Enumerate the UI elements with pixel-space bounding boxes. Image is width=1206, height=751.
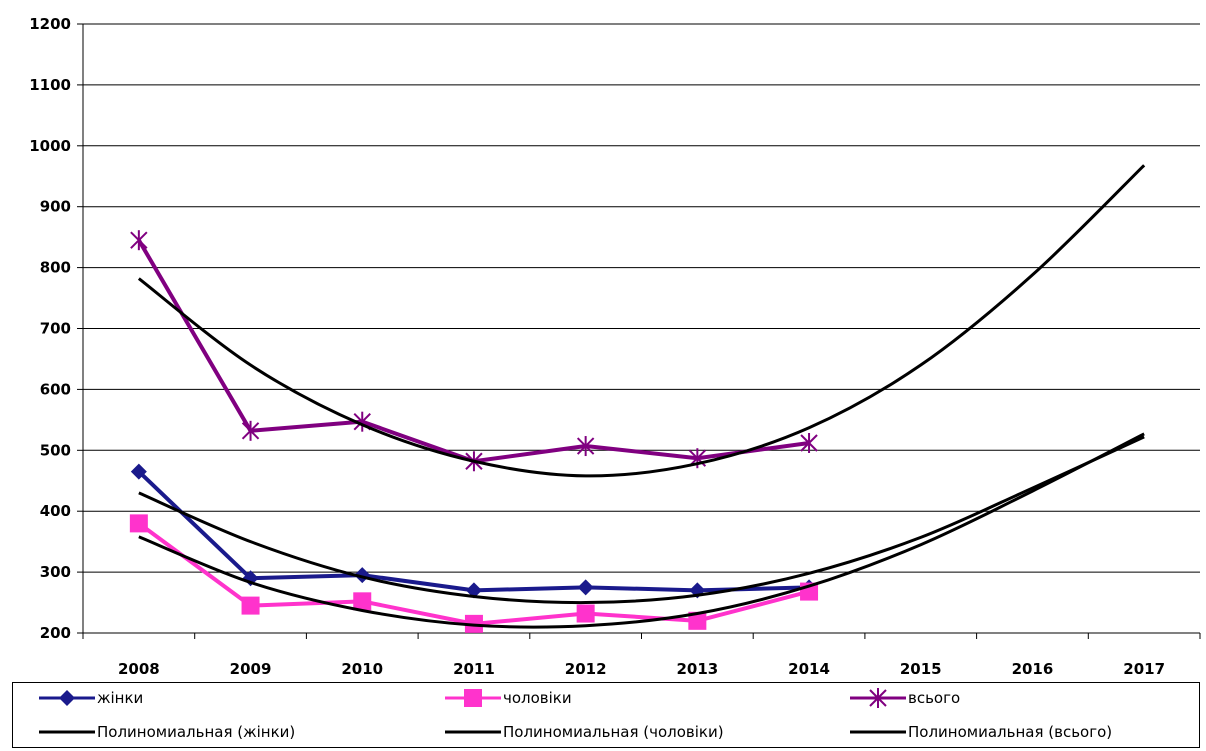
data-point: [576, 604, 595, 623]
data-point: [130, 230, 148, 251]
trendline: [138, 435, 1145, 605]
legend-item: чоловіки: [443, 687, 572, 709]
legend-label: чоловіки: [503, 689, 572, 707]
x-tick-label: 2011: [453, 660, 495, 678]
data-point: [465, 582, 482, 599]
legend-item: жінки: [37, 687, 143, 709]
series-line: [137, 239, 810, 464]
trendline: [137, 164, 1146, 478]
legend-marker: [59, 690, 75, 706]
axes: [77, 23, 1201, 639]
y-tick-label: 700: [40, 320, 71, 338]
data-point: [576, 436, 595, 457]
legend-marker: [869, 688, 887, 708]
data-point: [688, 611, 707, 630]
data-point: [353, 592, 372, 611]
legend-item: Полиномиальная (жінки): [37, 721, 295, 743]
series-3: [130, 230, 818, 472]
y-tick-label: 400: [40, 502, 71, 520]
legend-label: всього: [908, 689, 961, 707]
x-tick-label: 2015: [900, 660, 942, 678]
legend-marker: [464, 689, 482, 707]
x-tick-label: 2016: [1012, 660, 1054, 678]
y-tick-label: 800: [40, 259, 71, 277]
x-tick-label: 2008: [118, 660, 160, 678]
series-2: [129, 514, 819, 633]
legend-swatch: [850, 688, 906, 708]
gridlines: [83, 23, 1200, 573]
data-point: [241, 420, 260, 441]
legend-label: Полиномиальная (всього): [908, 723, 1113, 741]
y-tick-label: 1000: [29, 137, 71, 155]
data-point: [577, 579, 594, 596]
series-1: [130, 463, 818, 599]
legend: жінки чоловіки всього Полиномиальная (жінки…: [12, 682, 1200, 748]
data-point: [800, 432, 818, 453]
trendlines: [137, 164, 1146, 629]
y-tick-label: 1200: [29, 15, 71, 33]
y-tick-label: 900: [40, 198, 71, 216]
x-tick-label: 2009: [230, 660, 272, 678]
legend-label: Полиномиальная (чоловіки): [503, 723, 724, 741]
y-tick-label: 1100: [29, 76, 71, 94]
legend-swatch: [445, 730, 501, 734]
x-tick-label: 2014: [788, 660, 830, 678]
legend-swatch: [445, 689, 501, 707]
legend-item: всього: [848, 687, 960, 709]
legend-label: Полиномиальная (жінки): [97, 723, 296, 741]
x-tick-label: 2013: [676, 660, 718, 678]
legend-swatch: [39, 690, 95, 706]
x-tick-labels: 2008 2009 2010 2011 2012 2013 2014 2015 2016 2017: [118, 660, 1165, 678]
legend-swatch: [850, 730, 906, 734]
trendline: [138, 432, 1145, 629]
y-tick-label: 500: [40, 441, 71, 459]
y-tick-label: 300: [40, 563, 71, 581]
legend-label: жінки: [97, 689, 144, 707]
legend-item: Полиномиальная (чоловіки): [443, 721, 724, 743]
data-point: [129, 514, 148, 533]
y-tick-labels: 200 300 400 500 600 700 800 900 1000 1100 1200: [29, 15, 71, 642]
x-tick-label: 2010: [341, 660, 383, 678]
data-point: [130, 463, 147, 480]
legend-item: Полиномиальная (всього): [848, 721, 1112, 743]
legend-swatch: [39, 730, 95, 734]
data-point: [241, 596, 260, 615]
y-tick-label: 200: [40, 624, 71, 642]
x-tick-label: 2012: [565, 660, 607, 678]
chart: 200 300 400 500 600 700 800 900 1000 1100 1200 200…: [29, 15, 1201, 678]
y-tick-label: 600: [40, 380, 71, 398]
x-tick-label: 2017: [1123, 660, 1165, 678]
